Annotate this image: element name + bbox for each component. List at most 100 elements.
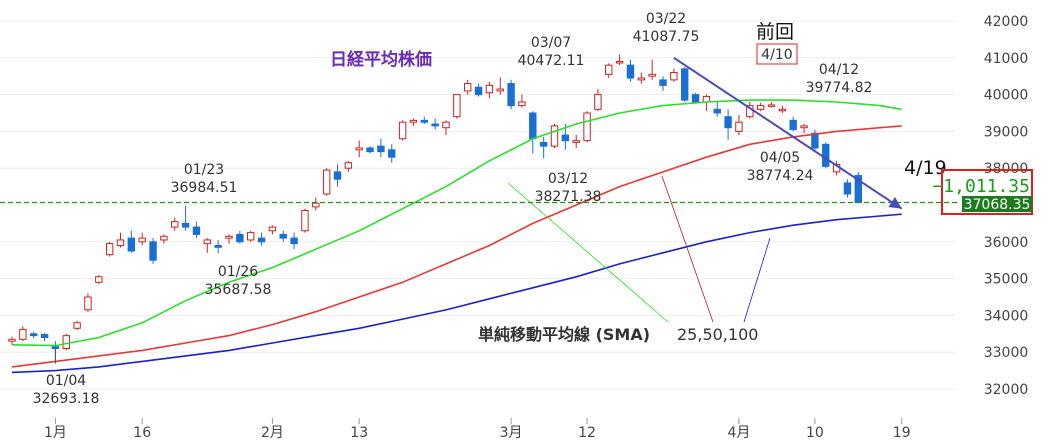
trend-arrow-line (673, 56, 903, 210)
previous-label: 前回 (756, 21, 794, 43)
sma-pointer-lines (507, 175, 771, 323)
x-tick-label: 3月 (500, 425, 523, 441)
high4-value-label: 39774.82 (806, 80, 873, 96)
x-tick-label: 12 (578, 425, 596, 441)
candle-body (312, 202, 320, 208)
candle-body (322, 169, 331, 195)
candle-body (51, 346, 60, 350)
y-tick-label: 41000 (984, 51, 1029, 67)
y-tick-label: 39000 (984, 124, 1029, 140)
candle-body (290, 237, 298, 245)
candle-body (84, 296, 92, 311)
x-tick-label: 19 (893, 425, 911, 441)
candle-body (8, 338, 16, 342)
candle-body (648, 73, 656, 77)
candle-body (192, 226, 201, 235)
candle-body (388, 149, 396, 158)
candle-body (268, 226, 277, 232)
previous-date-box (756, 43, 798, 65)
high3-date-label: 03/22 (646, 11, 686, 27)
candle-body (561, 134, 570, 142)
annotations (0, 56, 958, 364)
candle-body (377, 145, 385, 153)
candle-body (344, 162, 353, 169)
x-tick-label: 2月 (261, 425, 284, 441)
sma-legend-periods: 25,50,100 (677, 325, 758, 344)
sma-50-pointer (661, 175, 714, 323)
y-tick-label: 33000 (984, 345, 1029, 361)
sma-25-pointer (507, 182, 669, 323)
candle-body (778, 108, 787, 112)
y-tick-label: 42000 (984, 14, 1029, 30)
candle-body (409, 119, 418, 123)
candle-body (116, 239, 125, 246)
y-tick-label: 36000 (984, 235, 1029, 251)
low3-value-label: 38271.38 (535, 189, 602, 205)
candle-body (789, 119, 797, 131)
sma-legend-label: 単純移動平均線 (SMA) (478, 325, 650, 344)
candle-body (691, 94, 700, 103)
candle-body (713, 108, 721, 114)
price-change-label: −1,011.35 (932, 176, 1030, 197)
candle-body (355, 147, 363, 151)
low2-date-label: 01/26 (218, 264, 258, 280)
candle-body (257, 237, 266, 243)
high2-value-label: 40472.11 (518, 53, 585, 69)
sma-100-pointer (743, 237, 771, 323)
candle-body (767, 104, 776, 107)
candle-body (333, 171, 342, 180)
y-tick-label: 35000 (984, 272, 1029, 288)
candle-body (735, 121, 743, 132)
x-tick-label: 16 (133, 425, 151, 441)
low1-date-label: 01/04 (46, 373, 86, 389)
candle-body (431, 123, 439, 127)
candle-body (366, 147, 374, 153)
current-date-label: 4/19 (904, 157, 947, 179)
chart-title: 日経平均株価 (330, 49, 432, 70)
x-tick-label: 10 (806, 425, 824, 441)
x-axis-ticks: 1月 16 2月 13 3月 12 4月 10 19 (44, 418, 911, 441)
high4-date-label: 04/12 (819, 62, 859, 78)
candle-body (659, 79, 667, 86)
high1-date-label: 01/23 (184, 162, 224, 178)
candle-body (800, 125, 808, 129)
candle-body (822, 143, 830, 167)
candle-body (496, 88, 504, 92)
candle-body (127, 237, 136, 252)
low1-value-label: 32693.18 (33, 391, 100, 407)
candle-body (160, 235, 168, 241)
candle-body (453, 94, 461, 118)
candle-body (550, 125, 559, 147)
high2-date-label: 03/07 (531, 35, 571, 51)
candle-body (19, 328, 27, 340)
candle-body (637, 77, 645, 81)
candle-body (572, 140, 580, 143)
candle-body (539, 141, 548, 147)
candle-body (30, 333, 38, 337)
candle-body (670, 72, 678, 81)
y-tick-label: 40000 (984, 88, 1029, 104)
candle-body (181, 222, 190, 228)
candle-body (420, 119, 429, 123)
candle-body (236, 233, 244, 243)
price-highlight-box (941, 169, 1033, 215)
candle-body (95, 276, 103, 283)
candle-body (105, 243, 114, 256)
previous-date-label: 4/10 (761, 47, 792, 63)
candles (8, 54, 862, 364)
candle-body (756, 105, 765, 110)
last-price-label: 37068.35 (964, 197, 1031, 213)
x-tick-label: 13 (350, 425, 368, 441)
last-price-badge (962, 196, 1032, 212)
candle-body (279, 233, 287, 239)
sma-25-line (11, 99, 902, 347)
trend-arrow-head (888, 197, 902, 209)
candle-body (811, 132, 819, 149)
candle-body (138, 237, 146, 243)
moving-averages (11, 99, 902, 374)
candle-body (62, 335, 70, 350)
candle-body (626, 64, 635, 79)
candle-body (464, 83, 472, 92)
low4-value-label: 38774.24 (747, 168, 814, 184)
